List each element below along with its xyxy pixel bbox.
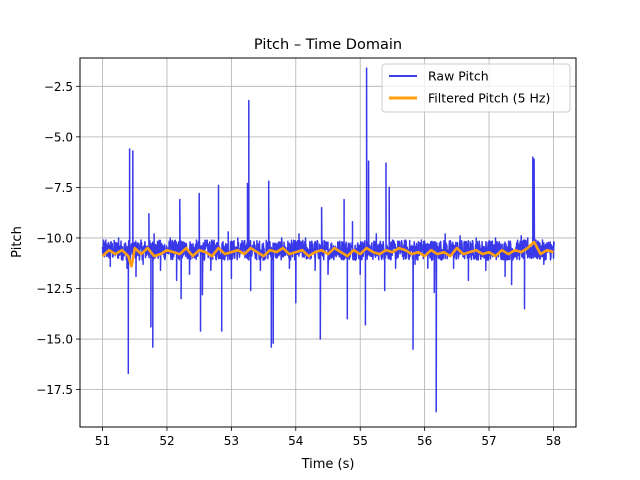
y-tick-label: −2.5 [44, 80, 73, 94]
x-axis-label: Time (s) [301, 457, 355, 472]
x-tick-label: 58 [546, 434, 561, 448]
legend: Raw Pitch Filtered Pitch (5 Hz) [381, 63, 571, 113]
x-tick-label: 52 [159, 434, 174, 448]
axis-ticks: 51 52 53 54 55 56 57 58 −17.5 −15.0 −12.5 −10.0 −7.5… [36, 80, 561, 448]
legend-label-raw-pitch: Raw Pitch [428, 69, 489, 84]
chart-title: Pitch – Time Domain [254, 37, 402, 53]
x-tick-label: 54 [288, 434, 303, 448]
series-layer [101, 67, 556, 413]
y-tick-label: −7.5 [44, 181, 73, 195]
legend-box [381, 63, 571, 113]
x-tick-label: 57 [481, 434, 496, 448]
y-axis-label: Pitch [10, 226, 25, 258]
y-tick-label: −5.0 [44, 130, 73, 144]
y-tick-label: −17.5 [36, 383, 73, 397]
x-tick-label: 51 [95, 434, 110, 448]
legend-label-filtered-pitch: Filtered Pitch (5 Hz) [428, 91, 550, 106]
y-tick-label: −10.0 [36, 231, 73, 245]
y-tick-label: −12.5 [36, 282, 73, 296]
x-tick-label: 55 [353, 434, 368, 448]
y-tick-label: −15.0 [36, 333, 73, 347]
series-line-filtered-pitch [101, 240, 554, 268]
axes-frame [79, 57, 577, 428]
x-tick-label: 53 [224, 434, 239, 448]
x-tick-label: 56 [417, 434, 432, 448]
